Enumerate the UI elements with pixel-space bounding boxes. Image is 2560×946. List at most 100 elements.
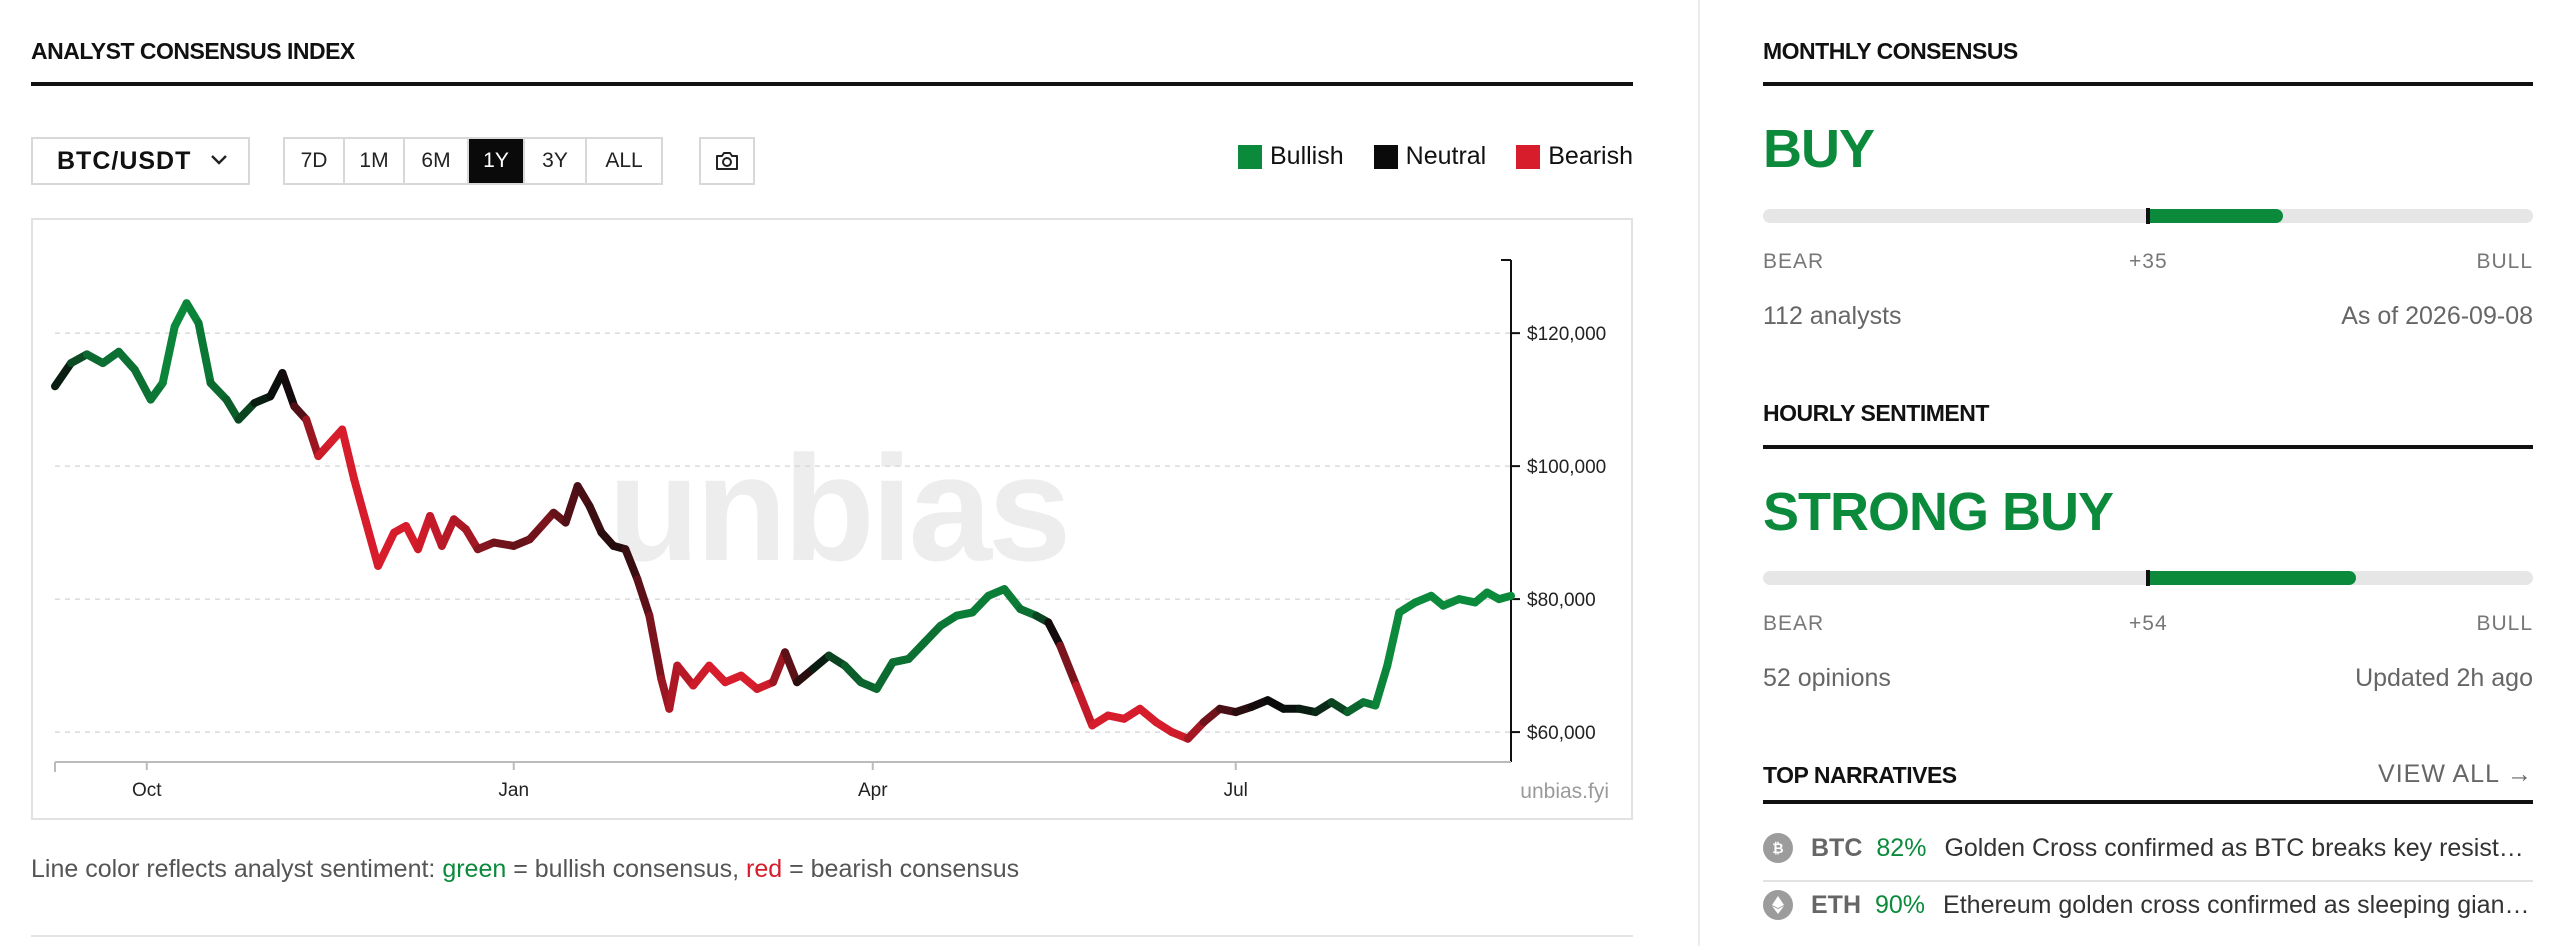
price-line-segment bbox=[1044, 618, 1065, 650]
legend-label-bullish: Bullish bbox=[1269, 142, 1344, 170]
price-line-segment bbox=[374, 528, 399, 570]
price-line-segment bbox=[338, 425, 359, 484]
price-line-segment bbox=[194, 319, 215, 387]
narrative-confidence: 82% bbox=[1876, 833, 1927, 862]
range-selector: 7D 1M 6M 1Y 3Y ALL bbox=[283, 137, 663, 185]
legend-label-bearish: Bearish bbox=[1548, 142, 1633, 170]
legend-swatch-neutral bbox=[1373, 144, 1398, 169]
price-line-segment bbox=[645, 611, 666, 683]
hourly-sentiment-bar bbox=[1763, 570, 2533, 586]
hourly-bull-label: BULL bbox=[2476, 612, 2533, 635]
chart-caption: Line color reflects analyst sentiment: g… bbox=[31, 855, 1019, 884]
hourly-updated: Updated 2h ago bbox=[2355, 664, 2533, 692]
price-line-segment bbox=[1383, 608, 1404, 670]
consensus-index-panel: ANALYST CONSENSUS INDEX BTC/USDT 7D 1M 6… bbox=[31, 0, 1633, 946]
narratives-rule bbox=[1763, 800, 2533, 804]
price-line-segment bbox=[302, 415, 323, 461]
price-line-segment bbox=[1000, 585, 1025, 614]
title-rule bbox=[31, 82, 1633, 86]
monthly-bar-fill bbox=[2148, 209, 2283, 223]
hourly-bear-label: BEAR bbox=[1763, 612, 1825, 635]
monthly-sentiment-bar bbox=[1763, 208, 2533, 224]
hourly-bar-center-marker bbox=[2146, 570, 2150, 586]
view-all-link[interactable]: VIEW ALL → bbox=[2378, 760, 2533, 788]
price-line-segment bbox=[51, 359, 75, 391]
price-line-segment bbox=[665, 661, 682, 713]
caption-suffix: = bearish consensus bbox=[782, 855, 1020, 883]
caption-green-word: green bbox=[442, 855, 507, 883]
panel-title: ANALYST CONSENSUS INDEX bbox=[31, 38, 355, 64]
price-line-segment bbox=[781, 648, 801, 687]
range-button-3y[interactable]: 3Y bbox=[525, 139, 587, 183]
price-line-segment bbox=[350, 475, 371, 527]
camera-icon bbox=[716, 152, 738, 170]
x-tick-label: Jan bbox=[498, 780, 529, 801]
price-line-segment bbox=[114, 347, 139, 374]
y-tick-label: $60,000 bbox=[1527, 723, 1596, 744]
bitcoin-icon: ₿ bbox=[1763, 833, 1793, 863]
caption-prefix: Line color reflects analyst sentiment: bbox=[31, 855, 443, 883]
hourly-bar-fill bbox=[2148, 571, 2356, 585]
range-button-1y[interactable]: 1Y bbox=[469, 139, 525, 183]
chevron-down-icon bbox=[211, 155, 227, 165]
narrative-separator bbox=[1763, 880, 2533, 882]
legend-item-bullish: Bullish bbox=[1237, 142, 1344, 171]
pair-select[interactable]: BTC/USDT bbox=[31, 137, 250, 185]
monthly-score: +35 bbox=[2129, 250, 2168, 273]
price-line-segment bbox=[278, 369, 299, 411]
price-line-segment bbox=[689, 661, 714, 690]
x-tick-label: Oct bbox=[132, 780, 162, 801]
monthly-bar-center-marker bbox=[2146, 208, 2150, 224]
price-line-segment bbox=[561, 482, 582, 527]
range-button-7d[interactable]: 7D bbox=[285, 139, 345, 183]
price-line-segment bbox=[621, 545, 642, 584]
price-line-segment bbox=[585, 502, 606, 537]
monthly-analyst-count: 112 analysts bbox=[1763, 302, 1902, 330]
y-tick-label: $120,000 bbox=[1527, 324, 1606, 345]
narrative-symbol: BTC bbox=[1811, 833, 1863, 862]
price-line-segment bbox=[1072, 681, 1097, 730]
price-line-segment bbox=[1371, 661, 1392, 710]
ethereum-icon bbox=[1763, 890, 1793, 920]
range-button-6m[interactable]: 6M bbox=[405, 139, 469, 183]
svg-text:₿: ₿ bbox=[1772, 841, 1783, 857]
legend-label-neutral: Neutral bbox=[1405, 142, 1487, 170]
narrative-item[interactable]: ETH 90% Ethereum golden cross confirmed … bbox=[1763, 884, 2533, 926]
watermark: unbias bbox=[608, 424, 1071, 592]
price-line-segment bbox=[633, 575, 654, 620]
price-line-segment bbox=[437, 515, 458, 550]
x-tick-label: Apr bbox=[858, 780, 888, 801]
monthly-as-of: As of 2026-09-08 bbox=[2341, 302, 2533, 330]
price-line-segment bbox=[1056, 641, 1081, 690]
monthly-title: MONTHLY CONSENSUS bbox=[1763, 38, 2018, 64]
bottom-divider bbox=[31, 935, 1633, 937]
narrative-item[interactable]: ₿ BTC 82% Golden Cross confirmed as BTC … bbox=[1763, 827, 2533, 869]
monthly-bear-label: BEAR bbox=[1763, 250, 1825, 273]
price-line-segment bbox=[158, 322, 179, 387]
chart-svg: $60,000 $80,000 $100,000 $120,000 Oct Jan Apr J… bbox=[51, 259, 1606, 801]
narrative-headline: Ethereum golden cross confirmed as sleep… bbox=[1943, 890, 2533, 919]
monthly-verdict: BUY bbox=[1763, 119, 1875, 179]
pair-select-value: BTC/USDT bbox=[57, 146, 192, 175]
range-button-all[interactable]: ALL bbox=[605, 149, 643, 172]
chart-legend: Bullish Neutral Bearish bbox=[1208, 142, 1633, 171]
hourly-score: +54 bbox=[2129, 612, 2168, 635]
panel-divider bbox=[1698, 0, 1700, 946]
narrative-confidence: 90% bbox=[1875, 890, 1926, 919]
legend-item-bearish: Bearish bbox=[1516, 142, 1633, 171]
hourly-meta: 52 opinions Updated 2h ago bbox=[1763, 664, 2533, 693]
price-line-segment bbox=[673, 661, 698, 690]
monthly-meta: 112 analysts As of 2026-09-08 bbox=[1763, 302, 2533, 331]
hourly-opinion-count: 52 opinions bbox=[1763, 664, 1891, 692]
chart-credit: unbias.fyi bbox=[1520, 780, 1609, 803]
monthly-bull-label: BULL bbox=[2476, 250, 2533, 273]
legend-swatch-bearish bbox=[1516, 144, 1541, 169]
legend-swatch-bullish bbox=[1237, 144, 1262, 169]
price-line-segment bbox=[1495, 591, 1515, 604]
x-tick-label: Jul bbox=[1224, 780, 1248, 801]
range-button-1m[interactable]: 1M bbox=[345, 139, 405, 183]
price-chart[interactable]: unbias $60,000 $80,000 $100,000 $120,000 Oct… bbox=[31, 218, 1633, 820]
screenshot-button[interactable] bbox=[699, 137, 755, 185]
y-tick-label: $80,000 bbox=[1527, 590, 1596, 611]
price-line-segment bbox=[130, 365, 155, 404]
